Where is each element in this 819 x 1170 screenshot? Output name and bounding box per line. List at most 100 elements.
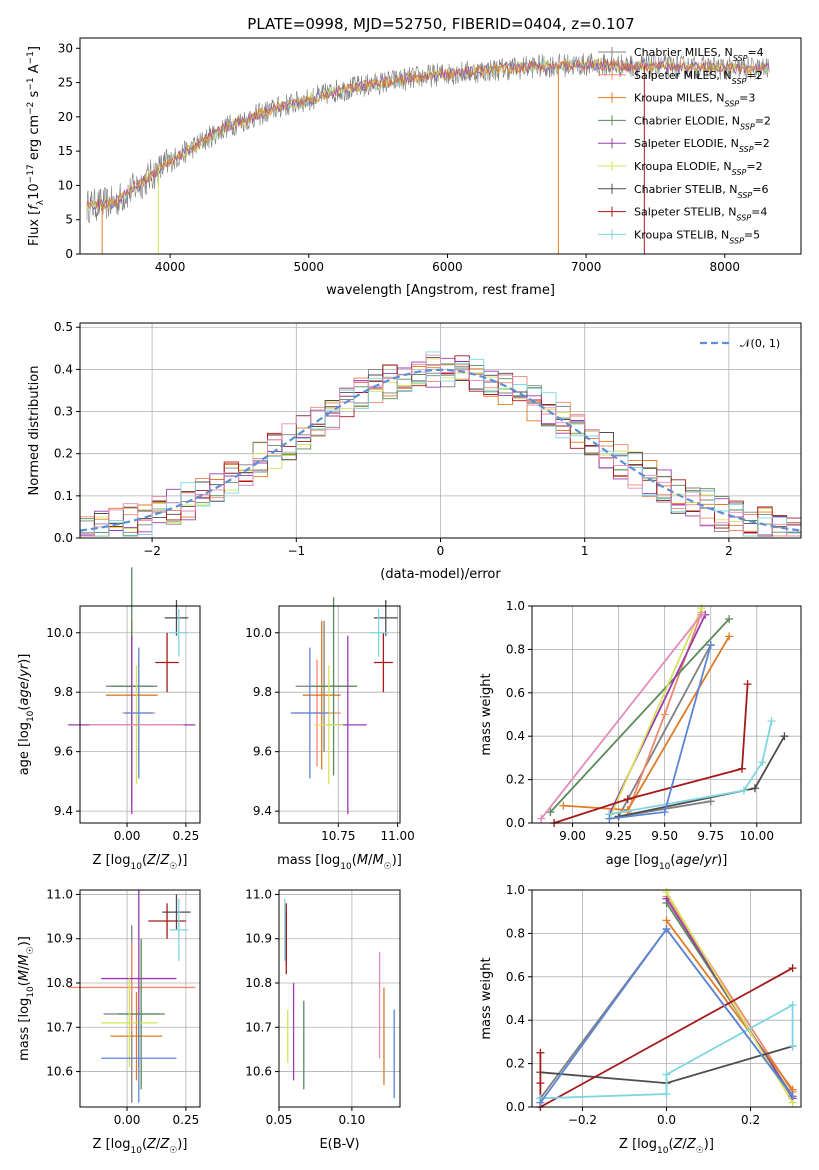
mass-weight-marker <box>660 710 669 719</box>
y-tick-label: 25 <box>58 76 73 90</box>
mass-weight-marker <box>662 1070 671 1079</box>
x-tick-label: 0.25 <box>173 829 200 843</box>
y-tick-label: 5 <box>65 213 73 227</box>
error-bar-point <box>101 1014 177 1103</box>
x-tick-label: 0.00 <box>114 1113 141 1127</box>
x-tick-label: 10.00 <box>740 829 774 843</box>
error-bar-point <box>68 943 196 1032</box>
age-mass-xlabel: mass [log10(M/M☉)] <box>277 853 402 872</box>
y-tick-label: 10.0 <box>46 626 73 640</box>
error-bar-point <box>302 620 341 770</box>
error-bar-point <box>169 898 189 961</box>
x-tick-label: 5000 <box>294 260 325 274</box>
y-tick-label: 11.0 <box>46 887 73 901</box>
y-tick-label: 10.8 <box>245 976 272 990</box>
error-bar-point <box>164 600 189 636</box>
mass-weight-marker <box>537 814 546 823</box>
y-tick-label: 0.6 <box>506 686 525 700</box>
axes-frame <box>79 322 802 539</box>
y-tick-label: 9.6 <box>54 745 73 759</box>
x-tick-label: 7000 <box>571 260 602 274</box>
age-vs-metallicity-panel: 0.00 0.25 9.4 9.6 9.8 10.0 Z [log10(Z/Z☉)] age … <box>17 567 201 872</box>
y-tick-label: 0.2 <box>506 1057 525 1071</box>
mass-weight-marker <box>662 1089 671 1098</box>
x-tick-label: 9.25 <box>605 829 632 843</box>
error-bar-point <box>369 608 389 657</box>
mass-weight-marker <box>743 680 752 689</box>
mass-weight-marker <box>750 784 759 793</box>
mass-weight-marker <box>739 786 748 795</box>
mass-weight-marker <box>536 1098 545 1107</box>
y-tick-label: 0.8 <box>506 926 525 940</box>
legend-label: Salpeter STELIB, NSSP=4 <box>634 206 767 223</box>
figure-title: PLATE=0998, MJD=52750, FIBERID=0404, z=0… <box>247 15 634 33</box>
y-tick-label: 9.8 <box>253 685 272 699</box>
error-bar-point <box>148 903 186 939</box>
mass-weight-marker <box>788 1092 797 1101</box>
y-tick-label: 0.4 <box>506 729 525 743</box>
error-bar-point <box>117 938 165 1090</box>
error-bar-point <box>373 600 398 636</box>
axes-frame <box>79 37 802 255</box>
x-tick-label: 4000 <box>155 260 186 274</box>
mass-weight-marker <box>662 916 671 925</box>
y-tick-label: 10.8 <box>46 976 73 990</box>
y-tick-label: 0.4 <box>506 1013 525 1027</box>
error-bar-point <box>373 632 393 693</box>
y-tick-label: 10.7 <box>245 1020 272 1034</box>
residual-xlabel: (data-model)/error <box>380 567 501 582</box>
error-bar-point <box>101 978 158 1068</box>
x-tick-label: 0.10 <box>339 1113 366 1127</box>
age-ylabel: age [log10(age/yr)] <box>17 654 36 776</box>
weight-ylabel: mass weight <box>479 673 494 755</box>
x-tick-label: 0.00 <box>114 829 141 843</box>
legend-label: Chabrier ELODIE, NSSP=2 <box>634 114 771 130</box>
mass-weight-marker <box>725 632 734 641</box>
plots-layer: 4000 5000 6000 7000 8000051015202530waveleng… <box>17 37 802 1156</box>
mass-weight-marker <box>536 1048 545 1057</box>
y-tick-label: 9.4 <box>253 804 272 818</box>
legend-label: Salpeter ELODIE, NSSP=2 <box>634 137 770 154</box>
residual-panel: −2 −1 0 1 2 0.0 0.1 0.2 0.3 0.4 0.5 𝒩(0, 1) (data-mo… <box>27 320 802 582</box>
mass-weight-marker <box>725 615 734 624</box>
mass-weight-marker <box>706 641 715 650</box>
y-tick-label: 0.0 <box>506 1100 525 1114</box>
ebv-xlabel: E(B-V) <box>319 1137 359 1152</box>
mass-weight-line <box>665 896 794 1093</box>
x-tick-label: −1 <box>287 544 305 558</box>
x-tick-label: −0.2 <box>568 1113 597 1127</box>
mass-weight-marker <box>788 1042 797 1051</box>
axes-frame <box>531 605 802 824</box>
spectrum-xlabel: wavelength [Angstrom, rest frame] <box>326 283 555 298</box>
x-tick-label: 0.0 <box>657 1113 676 1127</box>
mass-weight-marker <box>788 1001 797 1010</box>
x-tick-label: −2 <box>143 544 161 558</box>
mass-vs-ebv-panel: 0.05 0.10 10.6 10.7 10.8 10.9 11.0 E(B-V) <box>245 887 401 1152</box>
mass-weight-marker <box>758 758 767 767</box>
y-tick-label: 10 <box>58 178 73 192</box>
mass-weight-line <box>553 684 749 824</box>
y-tick-label: 0.6 <box>506 970 525 984</box>
y-tick-label: 10.9 <box>46 932 73 946</box>
mass-weight-marker <box>662 925 671 934</box>
y-tick-label: 0.2 <box>506 773 525 787</box>
mass-weight-marker <box>605 814 614 823</box>
x-tick-label: 0.05 <box>266 1113 293 1127</box>
weight-z-ylabel: mass weight <box>479 957 494 1039</box>
y-tick-label: 15 <box>58 144 73 158</box>
mass-weight-marker <box>546 808 555 817</box>
y-tick-label: 0.0 <box>506 816 525 830</box>
weight-z-xlabel: Z [log10(Z/Z☉)] <box>619 1137 714 1156</box>
x-tick-label: 0.25 <box>173 1113 200 1127</box>
y-tick-label: 10.7 <box>46 1020 73 1034</box>
normal-reference-curve <box>79 368 802 532</box>
y-tick-label: 10.9 <box>245 932 272 946</box>
mass-weight-marker <box>662 888 671 897</box>
mass-weight-line <box>618 735 786 818</box>
legend-label: Chabrier STELIB, NSSP=6 <box>634 183 768 200</box>
y-tick-label: 0.8 <box>506 642 525 656</box>
mass-weight-marker <box>559 801 568 810</box>
mass-vs-metallicity-panel: 0.00 0.25 10.6 10.7 10.8 10.9 11.0 Z [log10(Z/Z… <box>17 887 201 1156</box>
y-tick-label: 9.4 <box>54 804 73 818</box>
